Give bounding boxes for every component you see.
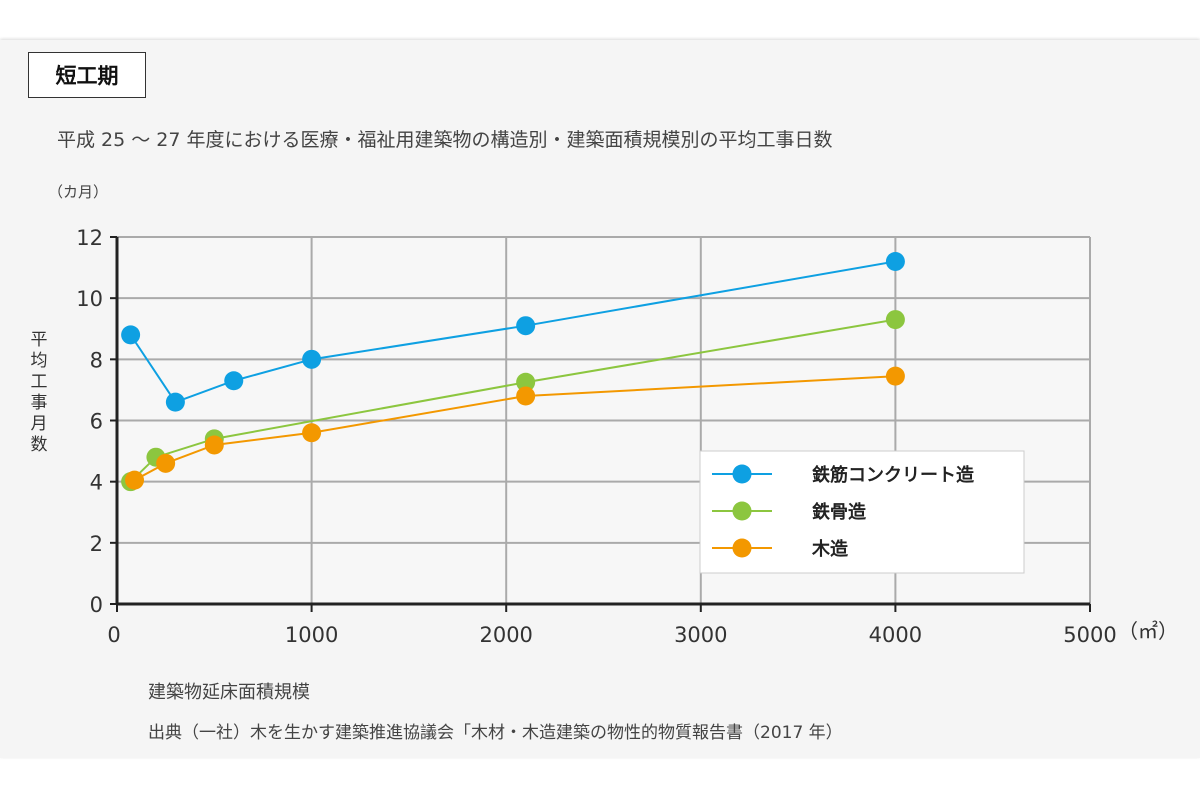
data-point — [204, 435, 224, 455]
legend-marker — [732, 538, 752, 558]
y-tick-label: 8 — [90, 348, 103, 372]
y-tick-label: 0 — [90, 593, 103, 617]
source-note: 出典（一社）木を生かす建築推進協議会「木材・木造建築の物性的物質報告書（2017… — [148, 723, 843, 743]
data-point — [121, 325, 141, 345]
y-tick-label: 10 — [76, 287, 103, 311]
data-point — [125, 470, 145, 490]
data-point — [302, 349, 322, 369]
y-axis-label: 平均工事月数 — [30, 330, 48, 455]
x-tick-label: 0 — [107, 623, 120, 647]
data-point — [302, 423, 322, 443]
x-tick-label: 5000 — [1063, 623, 1116, 647]
x-tick-label: 1000 — [285, 623, 338, 647]
data-point — [516, 386, 536, 406]
y-unit: （カ月） — [48, 183, 109, 201]
x-unit: （㎡） — [1118, 619, 1178, 643]
series-line — [129, 260, 896, 404]
data-point — [885, 251, 905, 271]
legend-marker — [732, 464, 752, 484]
y-tick-label: 12 — [76, 226, 103, 250]
data-point — [516, 372, 536, 392]
data-point — [165, 392, 185, 412]
legend-marker — [732, 501, 752, 521]
legend-label: 鉄筋コンクリート造 — [812, 464, 974, 486]
chart-title: 平成 25 〜 27 年度における医療・福祉用建築物の構造別・建築面積規模別の平… — [57, 129, 833, 151]
data-point — [516, 316, 536, 336]
x-tick-label: 2000 — [479, 623, 532, 647]
y-tick-label: 2 — [90, 532, 103, 556]
y-tick-label: 4 — [90, 471, 103, 495]
data-point — [885, 310, 905, 330]
y-tick-label: 6 — [90, 410, 103, 434]
x-tick-label: 4000 — [869, 623, 922, 647]
data-point — [224, 371, 244, 391]
x-tick-label: 3000 — [674, 623, 727, 647]
data-point — [156, 453, 176, 473]
data-point — [885, 366, 905, 386]
legend-label: 木造 — [811, 538, 848, 560]
legend-label: 鉄骨造 — [812, 501, 866, 523]
x-axis-label: 建築物延床面積規模 — [148, 682, 310, 703]
short-term-badge: 短工期 — [28, 52, 146, 98]
